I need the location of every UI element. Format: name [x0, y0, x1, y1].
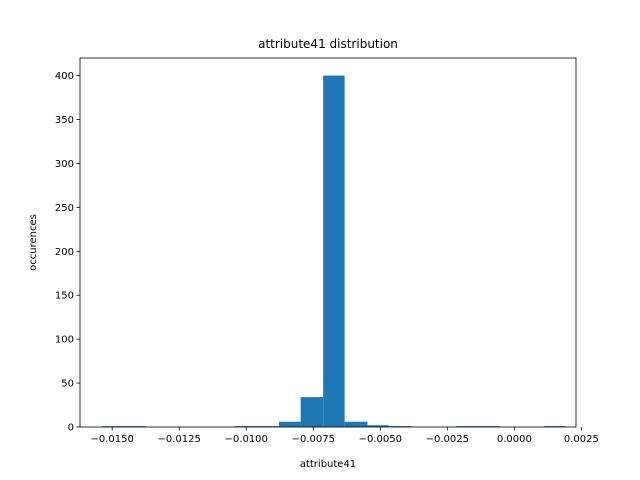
x-tick-label: −0.0125	[158, 434, 201, 445]
bars-group	[101, 75, 566, 428]
y-tick-label: 0	[68, 423, 74, 434]
x-tick-label: 0.0025	[564, 434, 599, 445]
x-axis-label: attribute41	[300, 459, 356, 470]
x-tick-label: −0.0075	[292, 434, 335, 445]
histogram-bar	[367, 425, 389, 427]
histogram-bar	[544, 426, 566, 427]
x-tick-label: −0.0050	[359, 434, 402, 445]
y-tick-label: 100	[55, 335, 74, 346]
y-tick-label: 150	[55, 291, 74, 302]
chart-title: attribute41 distribution	[258, 37, 398, 51]
y-tick-label: 250	[55, 203, 74, 214]
x-tick-label: −0.0150	[90, 434, 133, 445]
histogram-bar	[278, 421, 301, 427]
y-tick-label: 200	[55, 247, 74, 258]
y-tick-label: 350	[55, 115, 74, 126]
y-tick-label: 400	[55, 71, 74, 82]
histogram-bar	[455, 426, 501, 427]
y-axis-ticks: 0 50 100 150 200 250 300 350 400	[55, 71, 80, 434]
y-tick-label: 50	[61, 379, 74, 390]
x-tick-label: −0.0025	[426, 434, 469, 445]
y-axis-label: occurences	[28, 214, 39, 271]
x-tick-label: −0.0100	[225, 434, 268, 445]
histogram-bar	[101, 426, 147, 427]
x-axis-ticks: −0.0150 −0.0125 −0.0100 −0.0075 −0.0050 −0.00…	[90, 427, 599, 445]
histogram-bar	[323, 75, 345, 428]
y-tick-label: 300	[55, 159, 74, 170]
histogram-bar	[300, 397, 324, 427]
plot-frame	[79, 57, 577, 428]
histogram-bar	[344, 421, 368, 427]
histogram-bar	[388, 426, 412, 427]
histogram-bar	[234, 426, 279, 427]
x-tick-label: 0.0000	[497, 434, 532, 445]
